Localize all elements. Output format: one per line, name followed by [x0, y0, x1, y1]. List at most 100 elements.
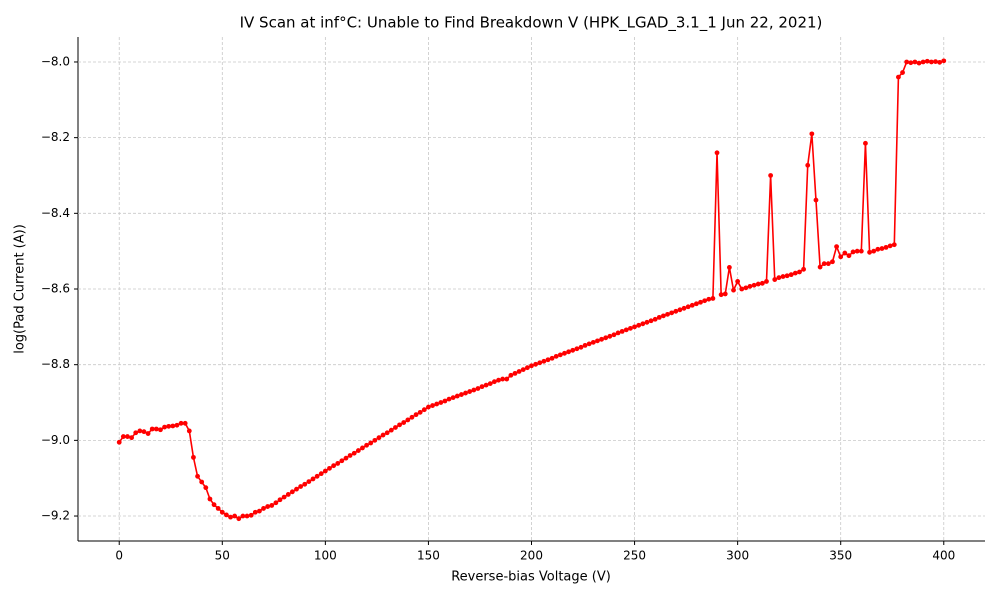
- data-point: [698, 299, 703, 305]
- data-point: [491, 379, 497, 385]
- data-point: [298, 484, 304, 489]
- data-point: [483, 382, 489, 388]
- data-point: [145, 431, 151, 436]
- data-point: [281, 494, 287, 500]
- data-point: [916, 60, 922, 66]
- x-tick-label: 50: [215, 549, 230, 563]
- data-point: [533, 361, 539, 367]
- x-axis-label: Reverse-bias Voltage (V): [451, 570, 611, 585]
- data-point: [768, 173, 774, 178]
- data-point: [306, 479, 312, 484]
- data-point: [261, 506, 266, 511]
- data-point: [578, 344, 584, 350]
- data-point: [838, 254, 844, 260]
- data-point: [133, 430, 139, 436]
- data-point: [887, 243, 893, 249]
- data-point: [854, 248, 860, 254]
- data-point: [376, 435, 382, 441]
- data-point: [891, 242, 897, 248]
- data-point: [652, 316, 658, 322]
- data-point: [718, 292, 724, 298]
- data-point: [318, 471, 324, 477]
- data-point: [467, 389, 473, 394]
- data-point: [863, 140, 868, 146]
- data-point: [747, 283, 753, 289]
- data-point: [611, 332, 617, 338]
- y-axis-label: log(Pad Current (A)): [13, 224, 28, 354]
- data-point: [904, 59, 910, 65]
- data-point: [195, 473, 200, 479]
- data-point: [516, 369, 522, 374]
- data-point: [463, 390, 468, 396]
- data-point: [203, 485, 209, 491]
- data-point: [289, 489, 295, 495]
- x-tick-label: 200: [520, 549, 543, 563]
- data-point: [549, 355, 555, 361]
- data-point: [224, 512, 229, 518]
- x-tick-label: 350: [829, 549, 852, 563]
- data-point: [673, 308, 679, 314]
- data-point: [438, 400, 444, 405]
- data-point: [339, 458, 345, 464]
- data-point: [368, 440, 374, 446]
- data-point: [475, 386, 481, 391]
- data-point: [677, 307, 683, 313]
- data-point: [364, 442, 369, 448]
- data-point: [322, 468, 328, 474]
- data-point: [496, 377, 501, 383]
- data-point: [446, 396, 452, 402]
- data-point: [310, 476, 316, 482]
- data-point: [599, 336, 604, 342]
- data-point: [607, 333, 613, 339]
- data-point: [805, 162, 811, 168]
- data-point: [442, 398, 448, 404]
- data-point: [739, 286, 745, 292]
- data-point: [817, 264, 823, 270]
- data-point: [129, 435, 134, 441]
- data-point: [784, 273, 790, 279]
- data-point: [689, 302, 695, 308]
- data-point: [834, 244, 839, 250]
- data-point: [459, 392, 464, 397]
- data-point: [661, 313, 666, 319]
- data-point: [751, 282, 757, 288]
- data-point: [685, 304, 691, 310]
- data-point: [933, 59, 938, 64]
- data-point: [764, 279, 769, 284]
- data-point: [413, 412, 419, 418]
- data-point: [265, 504, 271, 509]
- data-point: [215, 506, 221, 511]
- data-point: [162, 424, 167, 430]
- data-point: [479, 384, 485, 390]
- y-tick-label: −8.4: [41, 206, 70, 220]
- data-point: [277, 497, 283, 503]
- data-point: [726, 265, 732, 270]
- data-point: [487, 381, 493, 386]
- data-point: [941, 58, 947, 64]
- x-tick-label: 250: [623, 549, 646, 563]
- data-point: [405, 417, 411, 423]
- y-tick-label: −8.8: [41, 357, 70, 371]
- data-point: [710, 296, 716, 301]
- data-point: [912, 59, 918, 65]
- y-tick-label: −9.2: [41, 509, 70, 523]
- data-point: [269, 503, 275, 508]
- data-point: [236, 516, 242, 522]
- data-point: [595, 338, 600, 344]
- data-point: [590, 339, 596, 345]
- data-point: [137, 428, 143, 434]
- data-point: [504, 376, 510, 382]
- data-point: [331, 463, 337, 469]
- x-tick-label: 150: [417, 549, 440, 563]
- data-point: [821, 261, 827, 267]
- data-point: [302, 481, 308, 487]
- data-point: [648, 318, 654, 324]
- data-point: [586, 341, 592, 347]
- data-point: [665, 311, 670, 317]
- data-point: [603, 335, 609, 341]
- data-point: [722, 291, 728, 297]
- data-point: [537, 360, 543, 366]
- data-point: [566, 349, 572, 355]
- chart-title: IV Scan at inf°C: Unable to Find Breakdo…: [240, 14, 823, 33]
- data-point: [388, 427, 394, 433]
